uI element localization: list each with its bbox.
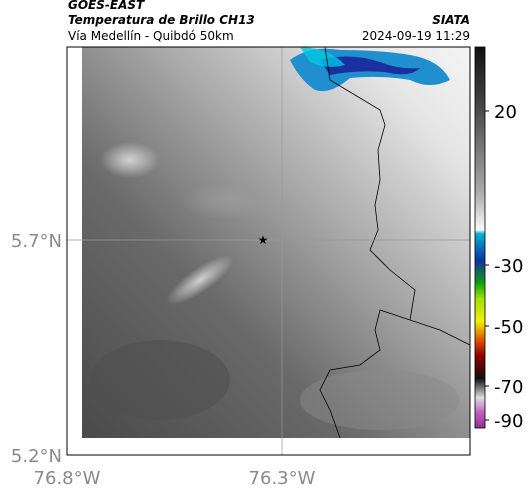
lat-tick: 5.2°N bbox=[11, 446, 62, 467]
lon-tick: 76.3°W bbox=[249, 468, 316, 489]
colorbar-tick-label: -90 bbox=[494, 411, 523, 432]
colorbar-tick-label: -30 bbox=[494, 256, 523, 277]
lon-tick: 76.8°W bbox=[34, 468, 101, 489]
map: ★ bbox=[67, 47, 470, 455]
subtitle: Temperatura de Brillo CH13 bbox=[68, 13, 255, 27]
title: GOES-EAST bbox=[68, 0, 145, 12]
border bbox=[319, 47, 470, 439]
datetime: 2024-09-19 11:29 bbox=[362, 29, 470, 43]
colorbar-tick-label: -70 bbox=[494, 377, 523, 398]
colorbar-tick-label: -50 bbox=[494, 317, 523, 338]
colorbar-ticks: 20 -30 -50 -70 -90 bbox=[485, 102, 523, 432]
lat-tick: 5.7°N bbox=[11, 231, 62, 252]
colorbar-tick-label: 20 bbox=[494, 102, 517, 123]
city-marker: ★ bbox=[258, 233, 269, 247]
source: SIATA bbox=[432, 13, 470, 27]
colorbar bbox=[474, 46, 486, 429]
map-frame bbox=[66, 46, 471, 456]
location: Vía Medellín - Quibdó 50km bbox=[68, 29, 234, 43]
